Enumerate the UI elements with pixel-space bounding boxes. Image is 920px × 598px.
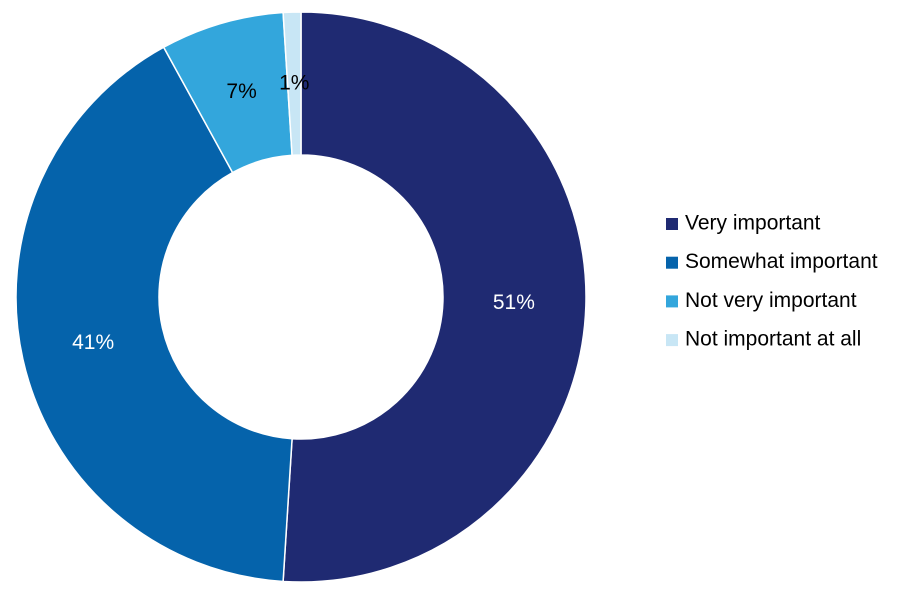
legend-label: Very important (685, 212, 821, 235)
legend-label: Not important at all (685, 328, 861, 351)
legend-swatch (666, 218, 678, 230)
legend-swatch (666, 256, 678, 269)
data-label: 1% (279, 72, 309, 95)
legend-swatch (666, 334, 678, 347)
donut-segment (282, 11, 587, 583)
data-label: 41% (72, 331, 114, 354)
data-label: 7% (226, 80, 256, 103)
donut-segment (15, 46, 293, 583)
donut-segment (282, 11, 302, 157)
data-label: 51% (493, 291, 535, 314)
legend-label: Somewhat important (685, 250, 878, 273)
legend-label: Not very important (685, 289, 857, 312)
legend-swatch (666, 295, 678, 308)
